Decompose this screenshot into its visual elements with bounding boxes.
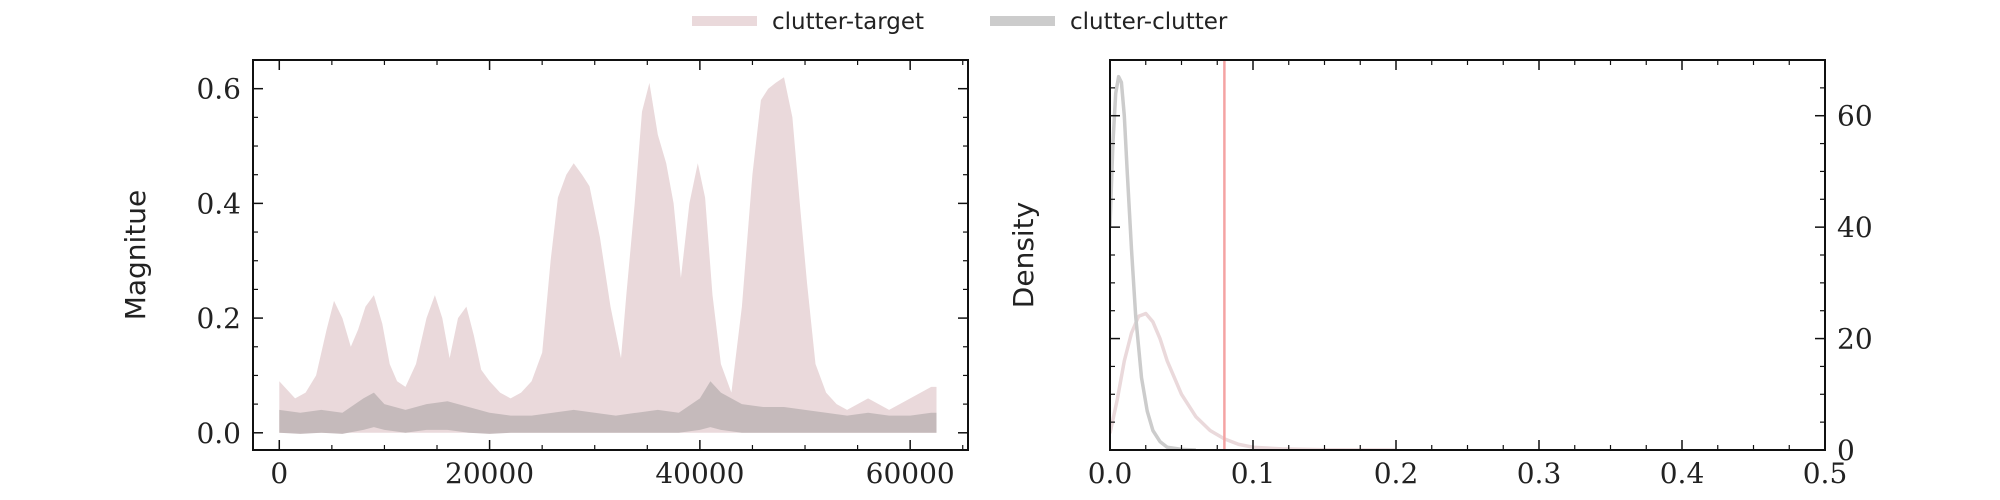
right-y-axis-label: Density	[1007, 202, 1040, 308]
x-tick-label: 0.3	[1517, 457, 1562, 490]
right-axes: 0.0 0.1 0.2 0.3 0.4 0.50 20 40 60 Density	[1007, 59, 1873, 490]
series-clutter-target-line	[1110, 311, 1397, 450]
y-tick-label: 0.4	[196, 187, 241, 220]
x-tick-label: 0	[270, 457, 288, 490]
left-axes-ticks: 0 20000 40000 60000 0.0 0.2 0.4 0.6	[196, 59, 968, 490]
plot-clip-group	[279, 77, 937, 434]
left-plot-area	[279, 77, 937, 434]
right-plot-area	[1110, 60, 1397, 450]
legend-label-clutter-clutter: clutter-clutter	[1070, 9, 1228, 35]
left-axes: 0 20000 40000 60000 0.0 0.2 0.4 0.6 Magnitue	[119, 59, 969, 490]
right-axes-frame	[1109, 59, 1826, 451]
y-tick-label: 20	[1837, 323, 1873, 356]
x-tick-label: 0.5	[1803, 457, 1848, 490]
series-clutter-target-area	[279, 77, 937, 433]
legend-label-clutter-target: clutter-target	[772, 9, 924, 35]
right-axes-ticks: 0.0 0.1 0.2 0.3 0.4 0.50 20 40 60	[1088, 59, 1873, 490]
y-tick-label: 0.6	[196, 73, 241, 106]
x-tick-label: 0.2	[1374, 457, 1419, 490]
y-tick-label: 0.0	[196, 417, 241, 450]
x-tick-label: 60000	[866, 457, 955, 490]
series-clutter-clutter-area	[279, 381, 937, 434]
x-tick-label: 0.1	[1231, 457, 1276, 490]
left-y-axis-label: Magnitue	[119, 190, 152, 321]
left-axes-frame	[252, 59, 969, 451]
legend: clutter-target clutter-clutter	[692, 9, 1228, 35]
y-tick-label: 0.2	[196, 302, 241, 335]
y-tick-label: 60	[1837, 100, 1873, 133]
series-clutter-clutter-line	[1110, 74, 1196, 450]
x-tick-label: 40000	[655, 457, 744, 490]
y-tick-label: 40	[1837, 211, 1873, 244]
x-tick-label: 0.4	[1660, 457, 1705, 490]
y-tick-label: 0	[1837, 434, 1855, 467]
x-tick-label: 20000	[445, 457, 534, 490]
x-tick-label: 0.0	[1088, 457, 1133, 490]
plot-clip-group	[1110, 60, 1397, 450]
